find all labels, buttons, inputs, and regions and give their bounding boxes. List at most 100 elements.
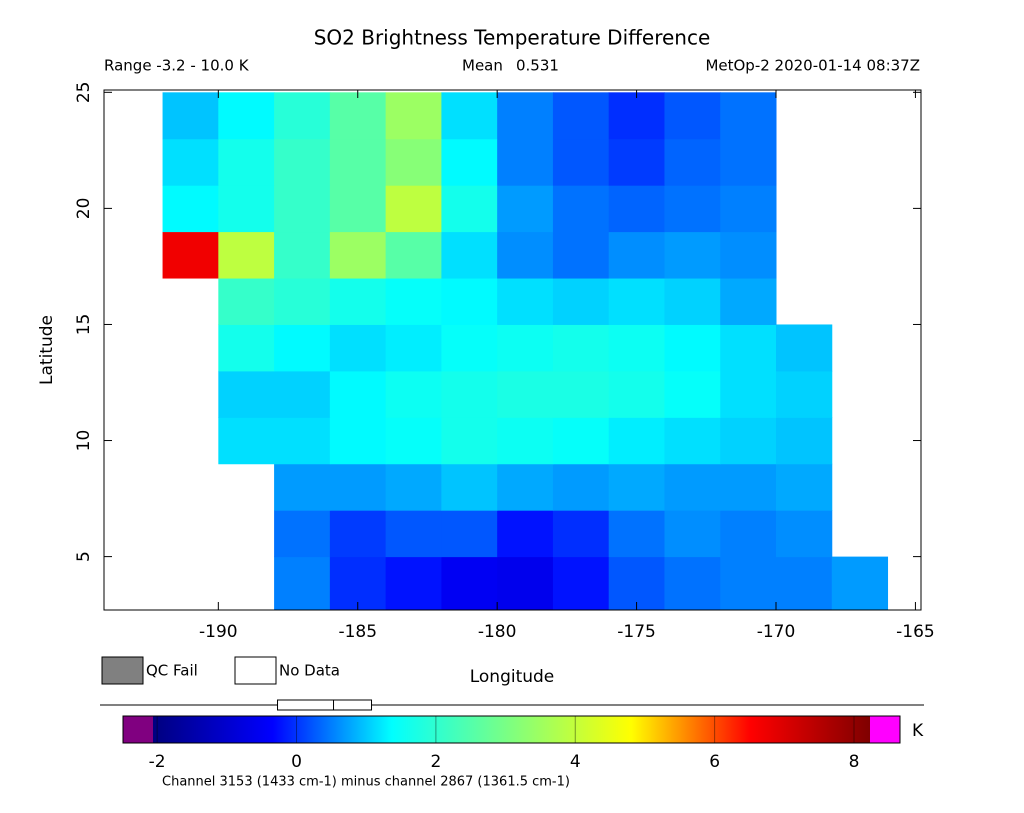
cell	[441, 556, 498, 611]
legend-swatch	[234, 656, 277, 685]
cell	[664, 463, 721, 511]
cell	[720, 92, 777, 140]
legend-label: No Data	[279, 662, 340, 680]
colorbar-tick-label: 6	[709, 752, 720, 772]
cell	[218, 278, 275, 325]
cell	[162, 138, 219, 186]
cell	[720, 370, 777, 418]
heatmap	[162, 92, 889, 611]
cell	[441, 92, 498, 140]
cell	[218, 92, 275, 140]
cell	[329, 463, 387, 511]
cell	[274, 185, 331, 233]
cell	[385, 138, 442, 186]
cell	[329, 92, 387, 140]
cell	[720, 231, 777, 279]
colorbar-tick-label: -2	[149, 752, 166, 772]
cell	[664, 510, 721, 558]
cell	[552, 324, 610, 372]
cell	[329, 510, 387, 558]
legend-label: QC Fail	[146, 662, 198, 680]
cell	[218, 417, 275, 465]
mean-value: 0.531	[516, 57, 559, 75]
cell	[552, 417, 610, 465]
colorbar-unit: K	[912, 721, 924, 741]
colorbar-frame	[122, 715, 901, 744]
mean-label: Mean	[462, 57, 503, 75]
cell	[552, 370, 610, 418]
cell	[329, 278, 387, 325]
cell	[497, 510, 554, 558]
cell	[608, 417, 665, 465]
cell	[329, 324, 387, 372]
cell	[441, 231, 498, 279]
cell	[664, 370, 721, 418]
cell	[274, 138, 331, 186]
x-tick-label: -165	[896, 622, 935, 642]
cell	[608, 370, 665, 418]
cell	[720, 324, 777, 372]
cell	[776, 324, 833, 372]
cell	[441, 417, 498, 465]
cell	[385, 185, 442, 233]
y-tick-label: 25	[74, 82, 94, 104]
cell	[497, 370, 554, 418]
cell	[497, 417, 554, 465]
cell	[162, 92, 219, 140]
cell	[664, 138, 721, 186]
cell	[385, 278, 442, 325]
cell	[552, 185, 610, 233]
cell	[776, 556, 833, 611]
cell	[385, 92, 442, 140]
cell	[608, 463, 665, 511]
cell	[274, 92, 331, 140]
x-tick-label: -185	[338, 622, 377, 642]
cell	[274, 556, 331, 611]
cell	[497, 92, 554, 140]
cell	[497, 463, 554, 511]
cell	[218, 324, 275, 372]
cell	[497, 231, 554, 279]
cell	[720, 138, 777, 186]
cell	[329, 231, 387, 279]
cell	[608, 278, 665, 325]
cell	[552, 463, 610, 511]
cell	[831, 556, 889, 611]
cell	[664, 278, 721, 325]
cell	[776, 463, 833, 511]
cell	[664, 92, 721, 140]
cell	[441, 463, 498, 511]
x-tick-label: -175	[617, 622, 656, 642]
cell	[385, 231, 442, 279]
cell	[720, 463, 777, 511]
cell	[776, 510, 833, 558]
cell	[720, 278, 777, 325]
cell	[552, 92, 610, 140]
mean-box	[277, 699, 373, 711]
cell	[441, 278, 498, 325]
cell	[608, 138, 665, 186]
y-axis-title: Latitude	[37, 315, 57, 385]
cell	[274, 278, 331, 325]
cell	[552, 278, 610, 325]
cell	[274, 231, 331, 279]
cell	[720, 510, 777, 558]
cell	[162, 185, 219, 233]
cell	[552, 556, 610, 611]
colorbar-tick-label: 8	[849, 752, 860, 772]
y-tick-label: 5	[74, 551, 94, 562]
x-tick-label: -170	[757, 622, 796, 642]
cell	[329, 556, 387, 611]
legend-swatch	[101, 656, 144, 685]
x-tick-label: -190	[199, 622, 238, 642]
cell	[497, 278, 554, 325]
cell	[329, 417, 387, 465]
cell	[329, 370, 387, 418]
cell	[608, 324, 665, 372]
cell	[664, 556, 721, 611]
colorbar-under	[123, 716, 153, 743]
colorbar-tick-label: 0	[291, 752, 302, 772]
cell	[274, 324, 331, 372]
cell	[552, 231, 610, 279]
cell	[441, 324, 498, 372]
